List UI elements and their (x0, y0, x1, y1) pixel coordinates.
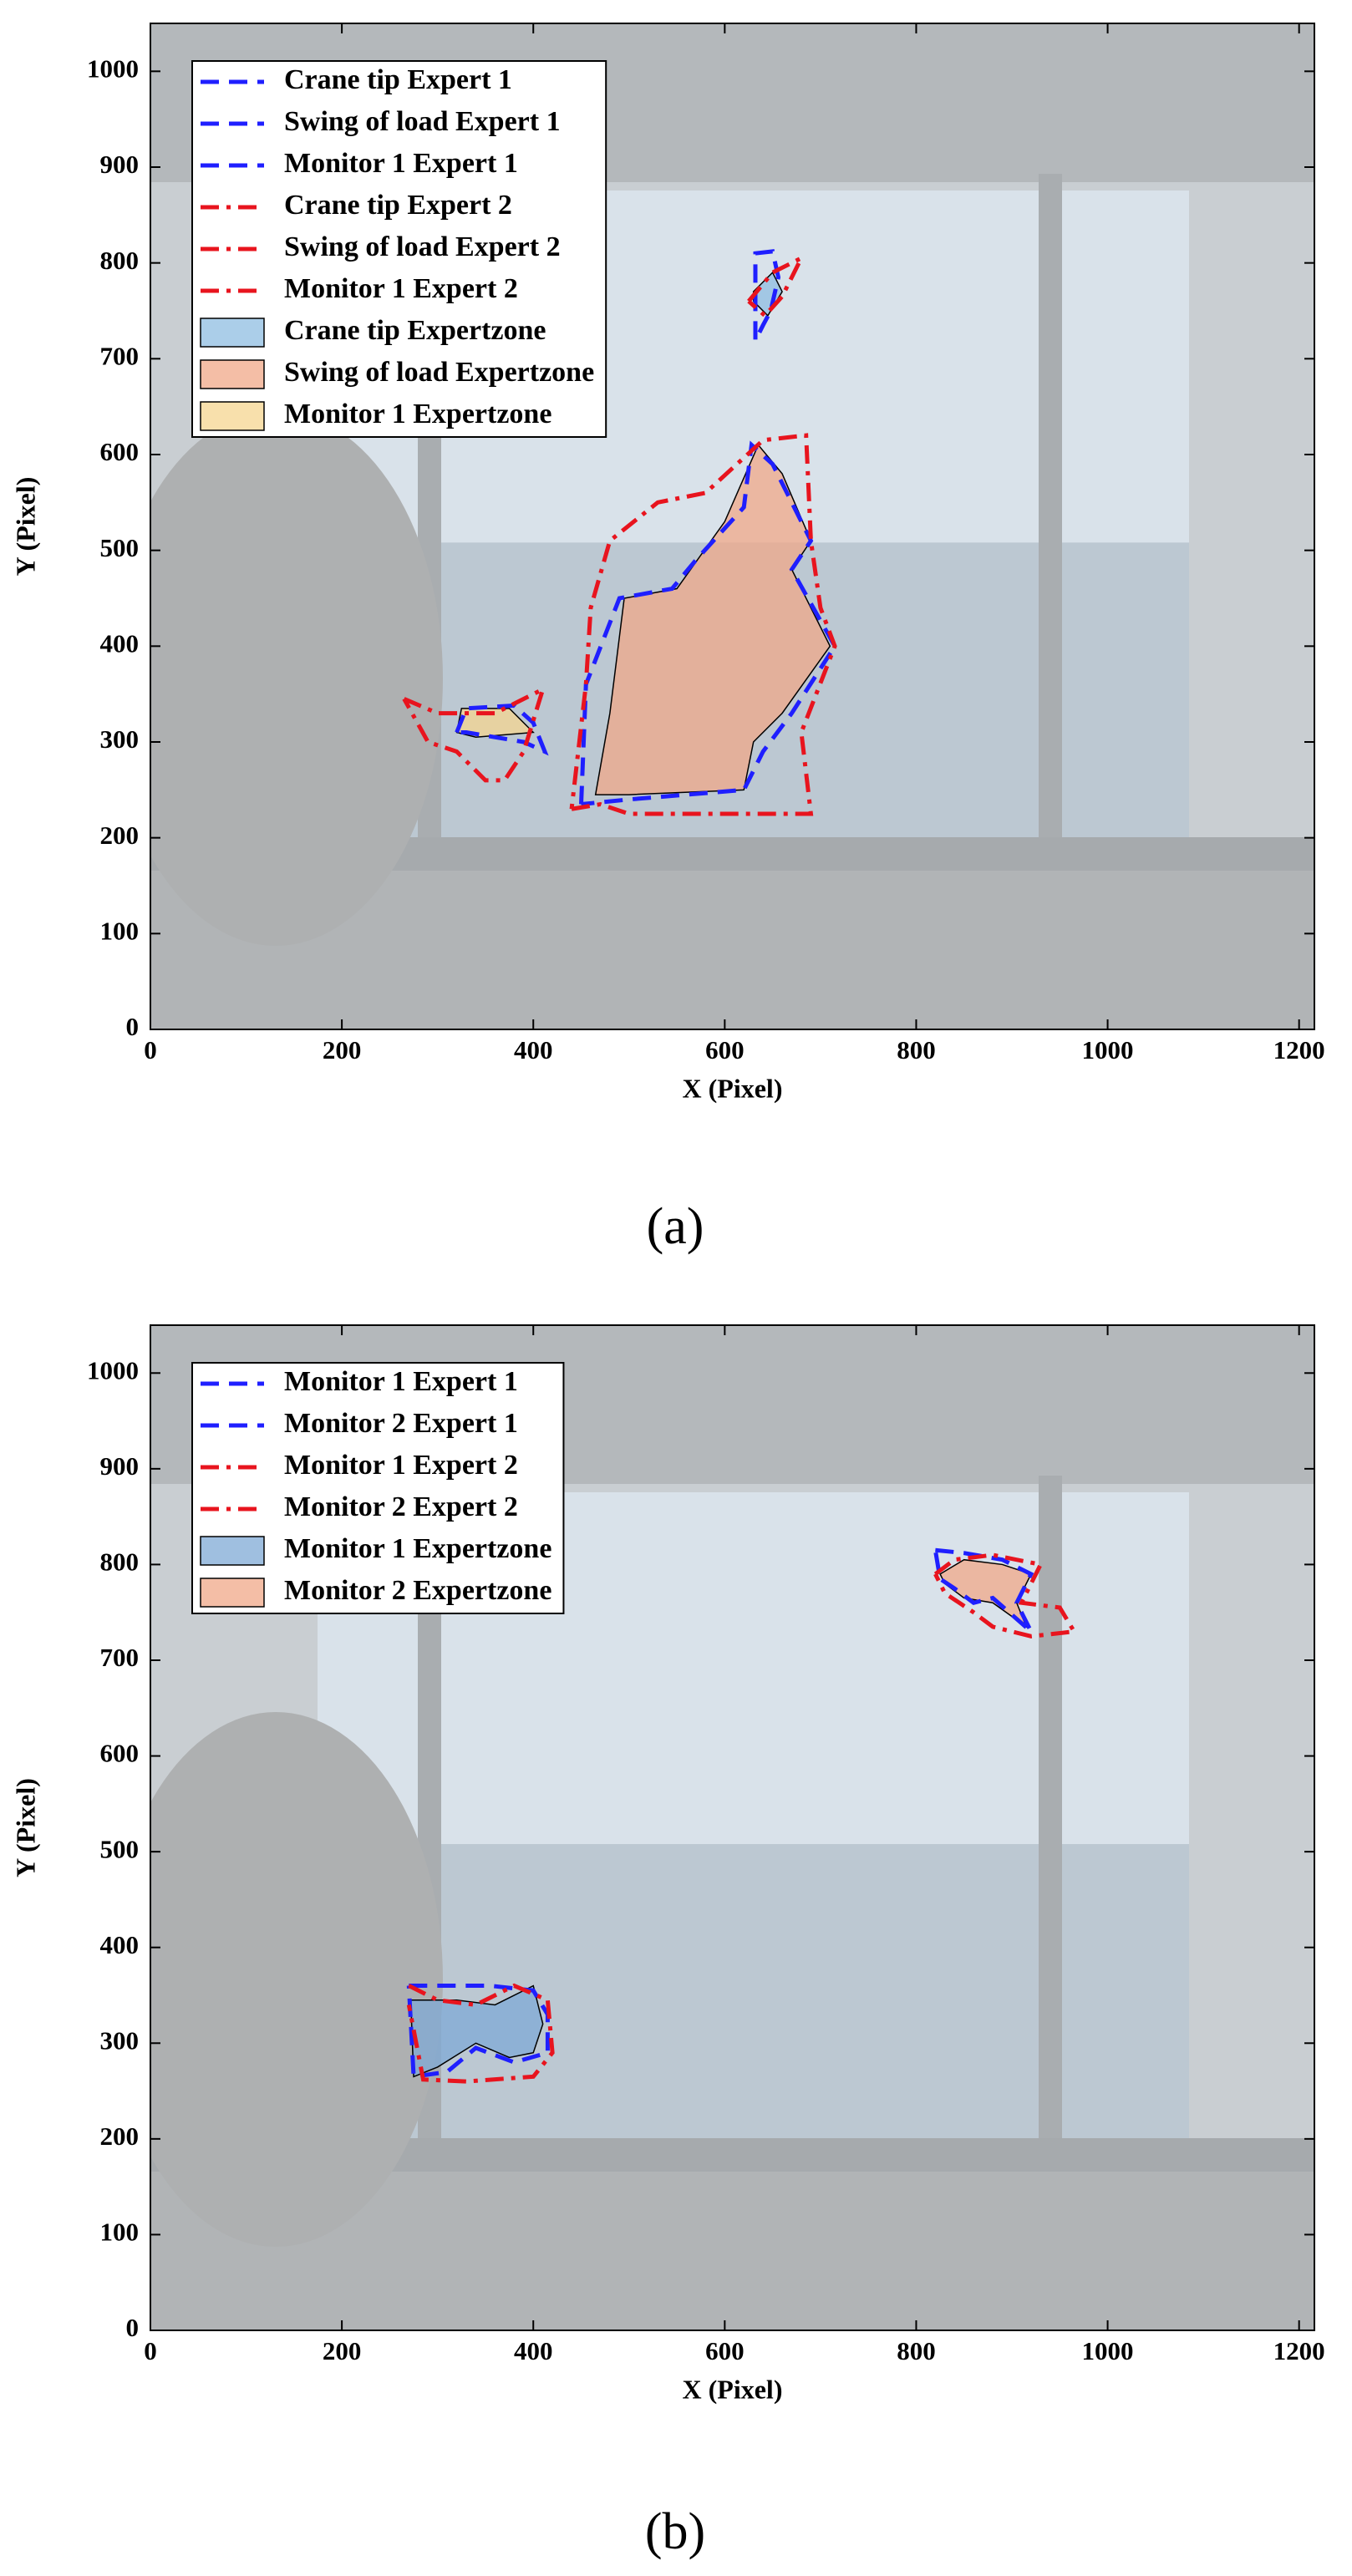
gaze-line (406, 1984, 550, 2080)
y-tick-label: 700 (100, 1643, 140, 1672)
legend-label: Swing of load Expert 1 (284, 106, 561, 137)
y-axis-label: Y (Pixel) (10, 1778, 40, 1877)
gaze-line (933, 1547, 1034, 1633)
y-tick-label: 500 (100, 533, 140, 562)
x-tick-label: 1000 (1082, 1035, 1134, 1064)
y-tick-label: 600 (100, 437, 140, 466)
panel-label: (a) (647, 1198, 704, 1255)
y-tick-label: 1000 (87, 1355, 139, 1385)
x-tick-label: 1200 (1273, 1035, 1325, 1064)
y-tick-label: 0 (126, 1012, 140, 1041)
legend-label: Crane tip Expertzone (284, 315, 546, 346)
x-tick-label: 600 (705, 2336, 745, 2365)
x-tick-label: 800 (897, 1035, 936, 1064)
y-tick-label: 800 (100, 246, 140, 275)
x-tick-label: 1200 (1273, 2336, 1325, 2365)
y-tick-label: 900 (100, 150, 140, 179)
y-tick-label: 300 (100, 2025, 140, 2055)
gaze-line (579, 440, 837, 807)
y-tick-label: 500 (100, 1834, 140, 1863)
operator (150, 1712, 443, 2247)
operator (150, 411, 443, 946)
background-photo (150, 23, 1314, 1029)
x-tick-label: 0 (144, 2336, 157, 2365)
y-axis-label: Y (Pixel) (10, 477, 40, 577)
y-tick-label: 100 (100, 916, 140, 945)
legend: Crane tip Expert 1 Swing of load Expert 1… (191, 60, 607, 438)
legend-swatch (200, 401, 265, 431)
legend: Monitor 1 Expert 1 Monitor 2 Expert 1 Moni… (191, 1362, 565, 1614)
legend-swatch (200, 359, 265, 389)
gaze-line (747, 253, 806, 319)
legend-label: Swing of load Expertzone (284, 357, 594, 388)
y-tick-label: 200 (100, 2121, 140, 2151)
x-tick-label: 200 (323, 2336, 362, 2365)
frame-right (1039, 1476, 1062, 2230)
plot-area (406, 1547, 1078, 2084)
y-tick-label: 100 (100, 2218, 140, 2247)
legend-label: Monitor 1 Expertzone (284, 1533, 551, 1564)
legend-label: Monitor 1 Expert 2 (284, 273, 518, 304)
x-tick-label: 400 (514, 2336, 553, 2365)
y-tick-label: 600 (100, 1739, 140, 1768)
y-tick-label: 300 (100, 724, 140, 754)
legend-box (191, 1362, 565, 1614)
axes-box (150, 1324, 1315, 2331)
legend-swatch (200, 1578, 265, 1608)
x-tick-label: 1000 (1082, 2336, 1134, 2365)
y-tick-label: 200 (100, 821, 140, 850)
y-tick-label: 700 (100, 341, 140, 370)
x-tick-label: 200 (323, 1035, 362, 1064)
chart: 0 200 400 600 800 1000 1200 0 100 200 300 400 500 600… (10, 1324, 1325, 2560)
gaze-line (753, 249, 781, 340)
zone (455, 708, 535, 739)
legend-label: Swing of load Expert 2 (284, 231, 561, 262)
y-tick-label: 1000 (87, 53, 139, 83)
legend-label: Monitor 2 Expert 2 (284, 1491, 518, 1522)
legend-label: Crane tip Expert 1 (284, 64, 512, 95)
legend-label: Monitor 2 Expertzone (284, 1575, 551, 1606)
x-tick-label: 400 (514, 1035, 553, 1064)
legend-label: Monitor 1 Expert 2 (284, 1450, 518, 1481)
y-tick-label: 900 (100, 1451, 140, 1481)
chart: 0 200 400 600 800 1000 1200 0 100 200 300 400 500 600… (10, 23, 1325, 1255)
plot-area (402, 249, 837, 816)
x-axis-label: X (Pixel) (683, 2374, 783, 2404)
x-tick-label: 800 (897, 2336, 936, 2365)
x-tick-label: 600 (705, 1035, 745, 1064)
y-tick-label: 800 (100, 1547, 140, 1577)
y-tick-label: 0 (126, 2313, 140, 2342)
y-tick-label: 400 (100, 628, 140, 658)
panel-label: (b) (645, 2503, 705, 2560)
x-axis-label: X (Pixel) (683, 1073, 783, 1103)
legend-label: Crane tip Expert 2 (284, 190, 512, 221)
legend-swatch (200, 1536, 265, 1566)
y-tick-label: 400 (100, 1930, 140, 1959)
gaze-line (455, 703, 549, 756)
gaze-line (406, 1983, 555, 2084)
legend-label: Monitor 1 Expert 1 (284, 1366, 518, 1397)
legend-label: Monitor 1 Expertzone (284, 399, 551, 429)
axes-box (150, 23, 1315, 1030)
gaze-line (402, 685, 546, 783)
legend-swatch (200, 318, 265, 348)
legend-label: Monitor 1 Expert 1 (284, 148, 518, 179)
legend-label: Monitor 2 Expert 1 (284, 1408, 518, 1439)
frame-right (1039, 174, 1062, 929)
x-tick-label: 0 (144, 1035, 157, 1064)
